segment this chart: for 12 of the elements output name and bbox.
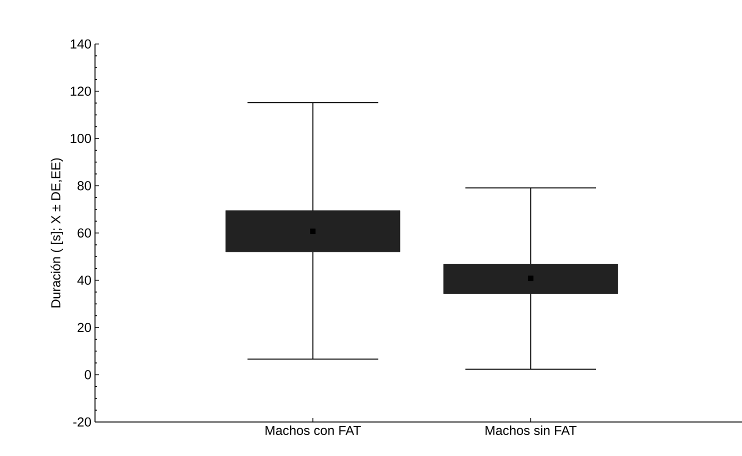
y-tick-label: 0 bbox=[84, 370, 91, 380]
x-tick-label: Machos sin FAT bbox=[486, 426, 577, 436]
y-tick-label: 140 bbox=[70, 39, 91, 49]
y-tick-label: -20 bbox=[73, 417, 91, 427]
y-tick-label: 60 bbox=[78, 228, 91, 238]
y-tick-label: 80 bbox=[78, 181, 91, 190]
y-tick-label: 40 bbox=[77, 276, 91, 285]
x-tick-label: Machos con FAT bbox=[266, 426, 361, 436]
y-tick-label: 20 bbox=[78, 322, 91, 332]
y-tick-label: 100 bbox=[70, 134, 91, 144]
y-axis-title: Duración ( [s]; X ± DE,EE) bbox=[50, 158, 63, 308]
y-tick-label: 120 bbox=[70, 86, 91, 96]
